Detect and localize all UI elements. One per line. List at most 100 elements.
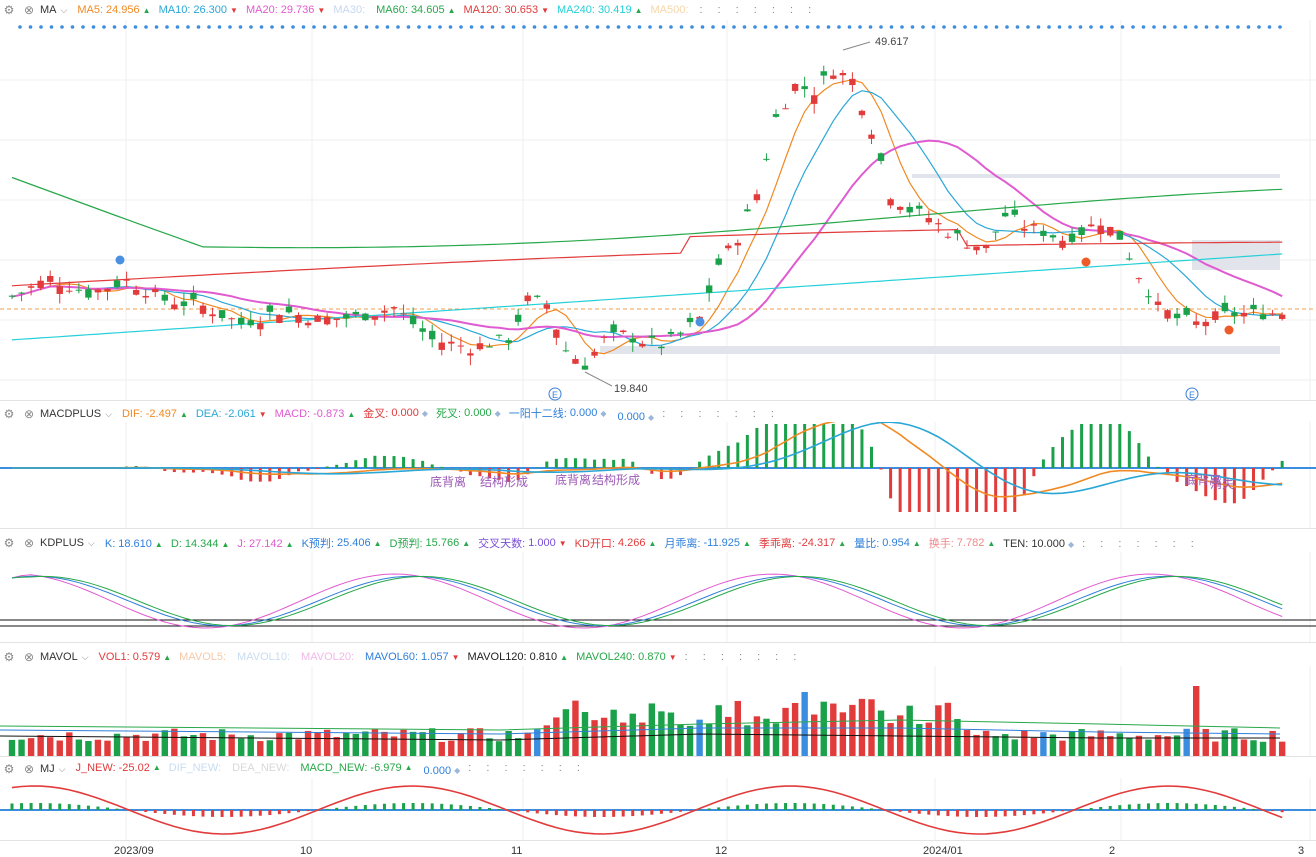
candle-body	[353, 312, 359, 314]
candle-body	[1136, 278, 1142, 279]
volume-bar	[18, 740, 24, 756]
marker-dot	[764, 25, 768, 29]
marker-dot	[1100, 25, 1104, 29]
mj-histogram-bar	[593, 810, 596, 817]
volume-bar	[9, 740, 15, 756]
candle-body	[725, 246, 731, 249]
candle-body	[926, 218, 932, 222]
candle-body	[114, 280, 120, 287]
close-icon[interactable]: ⊗	[22, 407, 36, 421]
close-icon[interactable]: ⊗	[22, 3, 36, 17]
settings-icon[interactable]: ⚙	[2, 650, 16, 664]
mj-histogram-bar	[373, 804, 376, 810]
kd-chart[interactable]	[0, 552, 1316, 642]
indicator-value-kd-10: 换手:7.782▲	[929, 535, 996, 551]
mj-histogram-bar	[775, 803, 778, 810]
macd-histogram-bar	[354, 460, 357, 468]
settings-icon[interactable]: ⚙	[2, 536, 16, 550]
marker-dot	[942, 25, 946, 29]
mj-histogram-bar	[364, 805, 367, 810]
mj-histogram-bar	[1080, 809, 1083, 810]
chevron-down-icon[interactable]: ⌵	[59, 764, 66, 775]
settings-icon[interactable]: ⚙	[2, 762, 16, 776]
indicator-name[interactable]: MJ	[40, 763, 55, 775]
mj-histogram-bar	[765, 804, 768, 810]
volume-bar	[1031, 738, 1037, 756]
marker-dot	[449, 25, 453, 29]
indicator-value-ma-6: MA240:30.419▲	[557, 4, 643, 16]
macd-chart[interactable]: 底背离结构形成底背离结构形成底背离消失	[0, 422, 1316, 528]
marker-dot	[260, 25, 264, 29]
macd-histogram-bar	[345, 463, 348, 468]
candle-body	[553, 330, 559, 338]
d-line	[12, 576, 1282, 625]
indicator-label: MA240:	[557, 4, 595, 16]
mj-histogram-bar	[918, 810, 921, 814]
indicator-number: 10.000	[1031, 538, 1065, 550]
mj-histogram-bar	[135, 810, 138, 811]
indicator-number: 0.000	[391, 407, 419, 419]
indicator-value-kd-6: KD开口:4.266▲	[575, 535, 657, 551]
indicator-name[interactable]: KDPLUS	[40, 537, 84, 549]
marker-dot	[1026, 25, 1030, 29]
marker-dot	[753, 25, 757, 29]
diamond-icon: ◆	[648, 413, 654, 422]
volume-bar	[610, 710, 616, 756]
macd-histogram-bar	[918, 468, 921, 512]
candle-body	[582, 366, 588, 370]
arrow-down-icon: ▼	[259, 410, 267, 419]
candle-body	[200, 306, 206, 314]
arrow-up-icon: ▲	[913, 539, 921, 548]
arrow-up-icon: ▲	[347, 410, 355, 419]
settings-icon[interactable]: ⚙	[2, 407, 16, 421]
volume-bar	[1136, 736, 1142, 756]
indicator-value-ma-1: MA10:26.300▼	[159, 4, 238, 16]
close-icon[interactable]: ⊗	[22, 650, 36, 664]
candle-body	[1164, 310, 1170, 318]
candle-body	[190, 293, 196, 299]
volume-bar	[439, 742, 445, 756]
chevron-down-icon[interactable]: ⌵	[88, 538, 95, 549]
candle-body	[257, 323, 263, 329]
marker-dot	[239, 25, 243, 29]
mj-histogram-bar	[832, 805, 835, 810]
indicator-name[interactable]: MAVOL	[40, 651, 78, 663]
indicator-name[interactable]: MACDPLUS	[40, 408, 101, 420]
chevron-down-icon[interactable]: ⌵	[61, 5, 68, 16]
mj-histogram-bar	[679, 810, 682, 812]
volume-bar	[362, 731, 368, 756]
candle-body	[830, 76, 836, 79]
volume-bar	[37, 735, 43, 756]
mj-histogram-bar	[402, 803, 405, 810]
candle-body	[314, 316, 320, 322]
marker-dot	[984, 25, 988, 29]
marker-dot	[1257, 25, 1261, 29]
indicator-name[interactable]: MA	[40, 4, 57, 16]
mj-histogram-bar	[58, 804, 61, 810]
indicator-number: 0.579	[133, 651, 161, 663]
candle-body	[983, 245, 989, 248]
marker-dot	[228, 25, 232, 29]
mj-histogram-bar	[30, 803, 33, 810]
close-icon[interactable]: ⊗	[22, 536, 36, 550]
ma60-line	[12, 178, 1282, 248]
mj-histogram-bar	[1051, 810, 1054, 812]
candle-body	[133, 290, 139, 295]
marker-dot	[953, 25, 957, 29]
volume-bar	[1078, 729, 1084, 756]
volume-bar	[878, 711, 884, 756]
mj-chart[interactable]	[0, 778, 1316, 840]
close-icon[interactable]: ⊗	[22, 762, 36, 776]
arrow-up-icon: ▲	[180, 410, 188, 419]
settings-icon[interactable]: ⚙	[2, 3, 16, 17]
chevron-down-icon[interactable]: ⌵	[105, 409, 112, 420]
candle-body	[334, 319, 340, 320]
volume-bar	[305, 731, 311, 756]
marker-dot	[1184, 25, 1188, 29]
chevron-down-icon[interactable]: ⌵	[82, 652, 89, 663]
candle-body	[1021, 229, 1027, 231]
macd-histogram-bar	[880, 468, 883, 469]
mj-histogram-bar	[660, 810, 663, 814]
volume-chart[interactable]	[0, 666, 1316, 756]
